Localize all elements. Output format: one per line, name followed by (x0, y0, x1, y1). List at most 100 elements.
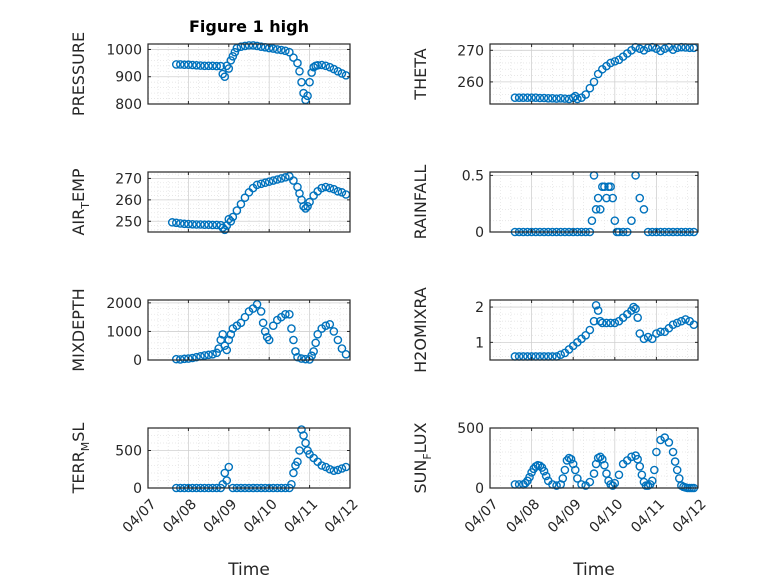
data-point (293, 352, 302, 362)
y-axis-label-rest: EMP (69, 168, 88, 202)
data-point (258, 318, 268, 328)
data-point (633, 313, 642, 322)
data-point (277, 45, 286, 55)
data-point (184, 354, 193, 363)
data-point (514, 93, 524, 102)
subplot-mixdepth: 0 1000 2000 MIXDEPTH (69, 288, 351, 372)
data-point (652, 447, 661, 457)
data-point (212, 61, 221, 71)
data-point (289, 468, 298, 478)
data-point (539, 93, 549, 103)
data-point (525, 472, 534, 482)
grid (147, 172, 351, 232)
subplot-theta: 260 270 THETA (411, 42, 699, 105)
x-tick-label: 04/09 (201, 496, 241, 536)
data-point (208, 220, 217, 230)
y-tick-label: 1000 (106, 42, 142, 58)
data-point (566, 454, 576, 464)
data-point (560, 94, 570, 103)
data-point (216, 61, 226, 71)
data-point (184, 219, 193, 229)
subplot-pressure: 800 900 1000 PRESSURE Figure 1 high (69, 17, 351, 116)
data-point (535, 461, 545, 471)
y-tick-label: 2000 (106, 296, 142, 312)
data-point (208, 61, 217, 71)
data-point (301, 204, 310, 213)
data-point (232, 206, 242, 215)
data-point (606, 182, 615, 192)
y-tick-label: 0 (475, 481, 484, 497)
y-axis-label-main: TERR (69, 451, 88, 494)
x-tick-label: 04/07 (120, 496, 160, 536)
chart-title: Figure 1 high (189, 17, 309, 36)
y-tick-label: 1 (475, 335, 484, 351)
data-point (589, 469, 599, 478)
data-point (188, 60, 197, 70)
data-point (216, 335, 226, 345)
data-point (289, 335, 298, 345)
data-point (581, 330, 590, 340)
data-point (539, 466, 549, 476)
y-tick-label: 270 (115, 171, 142, 187)
x-tick-label: 04/12 (670, 496, 710, 536)
data-point (647, 334, 657, 344)
data-point (180, 219, 189, 229)
data-point (639, 334, 649, 344)
data-point (204, 350, 213, 360)
data-point (260, 327, 270, 336)
y-tick-label: 900 (115, 70, 142, 86)
data-point (268, 44, 278, 53)
y-tick-label: 2 (475, 300, 484, 316)
data-point (171, 218, 181, 228)
data-point (570, 465, 580, 475)
y-axis-label-main: AIR (69, 209, 88, 236)
data-point (573, 474, 582, 483)
data-point (325, 183, 335, 193)
y-axis-label: AIRTEMP (69, 168, 92, 235)
data-point (631, 304, 640, 314)
data-point (295, 446, 304, 455)
y-axis-label-main: SUN (411, 460, 430, 494)
y-tick-label: 0 (133, 353, 142, 369)
data-point (281, 173, 290, 182)
subplot-terr-msl: 0 500 04/07 04/08 04/09 04/10 04/11 04/12 TERRMS… (69, 423, 362, 580)
data-point (672, 318, 682, 328)
data-point (212, 348, 221, 358)
data-point (668, 447, 678, 457)
data-point (289, 176, 298, 185)
y-tick-label: 800 (115, 97, 142, 113)
data-point (635, 193, 645, 203)
data-point (656, 46, 665, 56)
data-point (531, 93, 541, 102)
data-point (589, 316, 599, 326)
axes-box (489, 171, 699, 233)
y-tick-label: 0.5 (462, 168, 484, 184)
y-axis-label-sub: T (79, 202, 92, 210)
subplot-sun-flux: 0 500 04/07 04/08 04/09 04/10 04/11 04/12 SUNFLU… (411, 421, 710, 580)
data-point (285, 47, 294, 57)
data-point (192, 60, 201, 70)
series-markers (171, 299, 351, 364)
x-tick-label: 04/11 (281, 496, 321, 536)
data-point (629, 302, 638, 312)
data-point (297, 354, 306, 363)
data-point (556, 94, 566, 103)
y-axis-label: TERRMSL (69, 423, 92, 495)
y-tick-label: 270 (457, 43, 484, 59)
data-point (543, 94, 553, 103)
data-point (656, 435, 665, 445)
x-tick-label: 04/08 (160, 496, 200, 536)
data-point (188, 219, 197, 229)
data-point (660, 44, 670, 54)
data-point (256, 307, 266, 316)
data-point (287, 324, 296, 333)
data-point (333, 186, 343, 196)
y-axis-label: THETA (411, 48, 430, 100)
data-point (643, 332, 653, 342)
data-point (668, 320, 678, 330)
data-point (256, 42, 266, 52)
data-point (222, 345, 232, 355)
x-tick-label: 04/11 (628, 496, 668, 536)
data-point (591, 300, 601, 310)
data-point (552, 481, 561, 490)
